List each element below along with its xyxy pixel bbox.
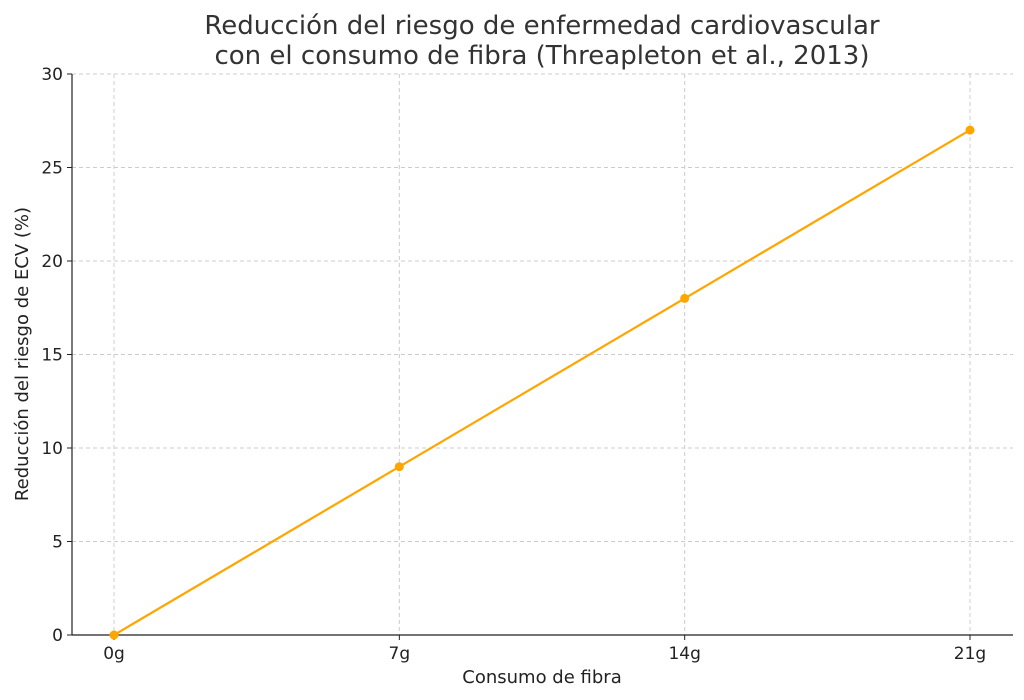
y-tick-label-4: 20: [41, 252, 63, 272]
y-tick-label-0: 0: [52, 626, 63, 646]
chart-title-line-2: con el consumo de fibra (Threapleton et …: [214, 41, 869, 71]
chart-title: Reducción del riesgo de enfermedad cardi…: [204, 11, 879, 71]
data-series: [109, 125, 975, 640]
y-tick-label-5: 25: [41, 159, 63, 179]
x-tick-label-0: 0g: [103, 644, 125, 664]
x-axis-ticks: 0g 7g 14g 21g: [103, 635, 986, 664]
y-tick-label-6: 30: [41, 65, 63, 85]
x-tick-label-2: 14g: [668, 644, 700, 664]
y-tick-label-1: 5: [52, 533, 63, 553]
data-point-3: [965, 125, 975, 135]
series-line-0: [113, 129, 971, 636]
y-tick-label-2: 10: [41, 439, 63, 459]
y-axis-ticks: 0 5 10 15 20 25 30: [41, 65, 72, 646]
x-tick-label-3: 21g: [954, 644, 986, 664]
x-axis-label: Consumo de fibra: [462, 667, 621, 688]
y-tick-label-3: 15: [41, 346, 63, 366]
data-point-1: [394, 462, 404, 472]
chart-title-line-1: Reducción del riesgo de enfermedad cardi…: [204, 11, 879, 41]
x-tick-label-1: 7g: [389, 644, 411, 664]
grid: [72, 73, 1013, 636]
y-axis-label: Reducción del riesgo de ECV (%): [12, 207, 33, 501]
data-point-2: [680, 293, 690, 303]
data-point-0: [109, 630, 119, 640]
